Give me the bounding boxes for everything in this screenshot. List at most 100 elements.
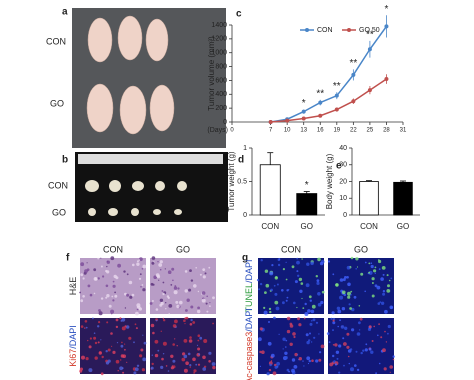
texture (128, 280, 133, 285)
texture (176, 345, 178, 347)
texture (82, 295, 85, 298)
texture (265, 283, 270, 288)
texture (173, 286, 178, 290)
texture (321, 290, 325, 294)
texture (105, 350, 108, 353)
texture (100, 257, 102, 259)
texture (315, 275, 318, 278)
texture (138, 259, 141, 261)
texture (162, 281, 165, 284)
texture (197, 347, 201, 351)
texture (87, 284, 91, 288)
texture (119, 317, 122, 320)
texture (192, 357, 196, 362)
texture (167, 296, 170, 299)
texture (173, 290, 178, 295)
texture (364, 261, 367, 264)
texture (342, 290, 346, 295)
texture (112, 280, 115, 283)
texture (282, 337, 286, 341)
texture (343, 293, 347, 297)
texture (306, 262, 310, 266)
texture (348, 362, 350, 365)
texture (354, 364, 357, 367)
texture (371, 277, 375, 281)
texture (80, 262, 85, 267)
texture (355, 257, 359, 261)
texture (124, 307, 127, 309)
texture (343, 342, 347, 346)
texture (284, 356, 288, 360)
texture (88, 345, 92, 349)
texture (373, 325, 376, 328)
texture (356, 332, 361, 336)
texture (368, 262, 371, 265)
row-label: H&E (68, 277, 78, 296)
texture (97, 277, 100, 280)
texture (308, 359, 311, 363)
texture (341, 307, 346, 311)
texture (299, 289, 303, 293)
texture (110, 256, 115, 261)
texture (124, 325, 127, 328)
texture (138, 277, 142, 280)
marker (384, 24, 389, 29)
texture (382, 290, 386, 293)
texture (312, 318, 316, 322)
texture (106, 294, 110, 298)
significance: * (305, 180, 309, 191)
column-label: CON (103, 244, 123, 254)
texture (259, 327, 263, 331)
texture (358, 329, 361, 331)
texture (115, 359, 120, 364)
x-tick-label: 0 (230, 128, 234, 134)
texture (258, 337, 262, 342)
texture (134, 323, 137, 326)
texture (139, 273, 142, 276)
texture (387, 324, 391, 329)
y-tick-label: 1200 (211, 36, 227, 43)
texture (319, 351, 322, 354)
x-tick-label: CON (360, 222, 378, 231)
texture (189, 366, 192, 368)
texture (273, 284, 276, 287)
legend-marker (347, 28, 351, 32)
texture (370, 264, 374, 269)
texture (124, 343, 126, 345)
texture (344, 276, 347, 279)
texture (346, 276, 349, 279)
micrographs (79, 256, 395, 376)
texture (335, 283, 339, 287)
texture (320, 300, 324, 305)
texture (196, 344, 199, 346)
texture (285, 278, 288, 281)
marker (351, 72, 356, 77)
texture (291, 368, 295, 373)
texture (304, 312, 309, 316)
texture (97, 341, 100, 344)
texture (364, 290, 367, 293)
texture (259, 350, 262, 354)
texture (359, 317, 363, 321)
texture (168, 304, 173, 308)
texture (342, 337, 345, 340)
texture (355, 268, 358, 270)
texture (84, 320, 88, 323)
texture (318, 333, 320, 335)
x-tick-label: 19 (333, 128, 340, 134)
texture (105, 269, 108, 273)
texture (209, 302, 211, 304)
texture (125, 325, 130, 329)
texture (98, 321, 101, 324)
texture (378, 362, 381, 365)
texture (172, 324, 177, 328)
texture (274, 363, 277, 367)
texture (259, 282, 263, 286)
texture (269, 363, 272, 367)
panel-label: g (242, 253, 248, 264)
texture (263, 306, 266, 309)
texture (300, 282, 304, 285)
texture (94, 341, 98, 345)
texture (82, 277, 85, 280)
texture (159, 298, 164, 302)
